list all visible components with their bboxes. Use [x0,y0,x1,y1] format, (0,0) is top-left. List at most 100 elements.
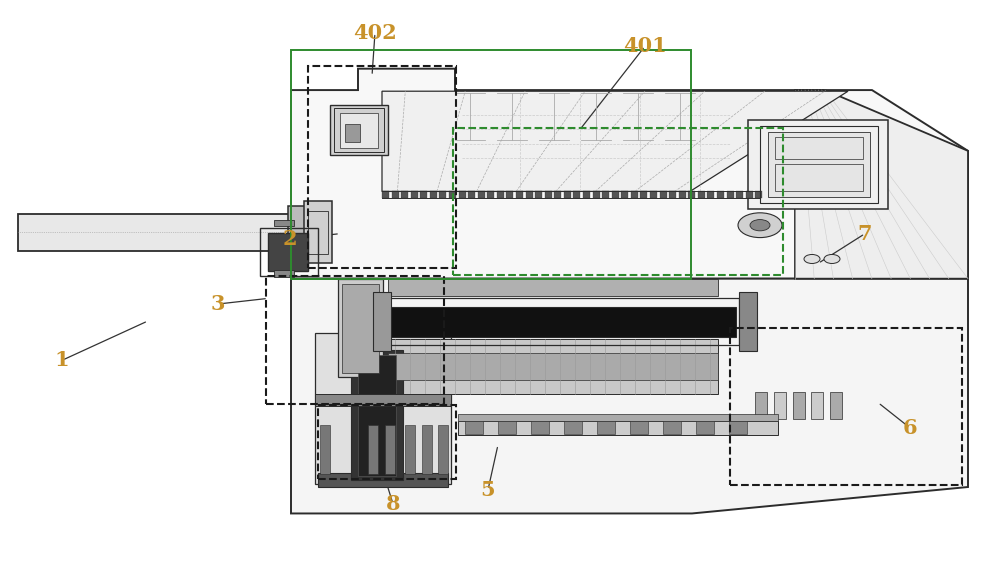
Bar [449,191,456,198]
Bar [385,425,395,474]
Circle shape [804,254,820,263]
Text: 401: 401 [623,36,667,56]
Bar [422,425,432,474]
Bar [392,191,399,198]
Circle shape [750,220,770,231]
Text: 8: 8 [386,494,400,514]
Bar [468,191,475,198]
Bar [453,128,783,275]
Bar [465,421,483,434]
Bar [739,292,757,351]
Bar [698,191,705,198]
Polygon shape [795,90,968,279]
Bar [736,191,743,198]
Bar [506,191,513,198]
Bar [688,191,695,198]
Bar [318,405,456,479]
Bar [554,191,561,198]
Bar [308,66,456,268]
Bar [526,191,533,198]
Bar [593,191,600,198]
Bar [755,191,762,198]
Text: 3: 3 [211,294,225,314]
Bar [679,191,686,198]
Bar [669,191,676,198]
Bar [730,328,962,485]
Bar [487,191,494,198]
Bar [388,307,736,337]
Bar [459,191,466,198]
Circle shape [738,213,782,238]
Bar [564,421,582,434]
Bar [315,333,451,484]
Bar [430,191,437,198]
Bar [373,292,391,351]
Bar [382,191,389,198]
Bar [516,191,523,198]
Bar [717,191,724,198]
Polygon shape [291,279,968,513]
Bar [368,425,378,474]
Bar [696,421,714,434]
Bar [498,421,516,434]
Bar [420,191,427,198]
Bar [746,191,753,198]
Bar [760,126,878,203]
Bar [650,191,657,198]
Bar [663,421,681,434]
Bar [597,421,615,434]
Text: 5: 5 [481,480,495,500]
Bar [792,392,804,419]
Bar [388,279,718,296]
Bar [385,298,739,345]
Bar [630,421,648,434]
Polygon shape [382,91,848,191]
Bar [748,120,888,209]
Bar [768,132,870,197]
Bar [288,206,306,258]
Bar [602,191,609,198]
Text: 7: 7 [858,224,872,244]
Bar [564,191,571,198]
Bar [315,394,451,406]
Bar [291,50,691,279]
Bar [631,191,638,198]
Bar [640,191,647,198]
Bar [458,421,778,435]
Circle shape [824,254,840,263]
Bar [612,191,619,198]
Bar [535,191,542,198]
Bar [497,191,504,198]
Bar [811,392,823,419]
Bar [583,191,590,198]
Bar [573,191,580,198]
Bar [320,425,330,474]
Text: 6: 6 [903,418,917,438]
Bar [304,201,332,263]
Bar [274,270,294,277]
Bar [621,191,628,198]
Bar [358,355,396,476]
Bar [268,233,308,271]
Bar [775,137,863,159]
Bar [330,105,388,155]
Polygon shape [291,69,968,279]
Bar [438,425,448,474]
Text: 402: 402 [353,23,397,43]
Bar [318,473,448,487]
Bar [260,228,318,276]
Bar [545,191,552,198]
Bar [340,113,378,148]
Bar [388,353,718,380]
Bar [660,191,667,198]
Bar [458,414,778,421]
Bar [439,191,446,198]
Bar [334,108,384,152]
Bar [345,124,360,142]
Bar [338,279,383,377]
Bar [774,392,786,419]
Bar [411,191,418,198]
Bar [351,350,403,480]
Bar [405,425,415,474]
Bar [755,392,767,419]
